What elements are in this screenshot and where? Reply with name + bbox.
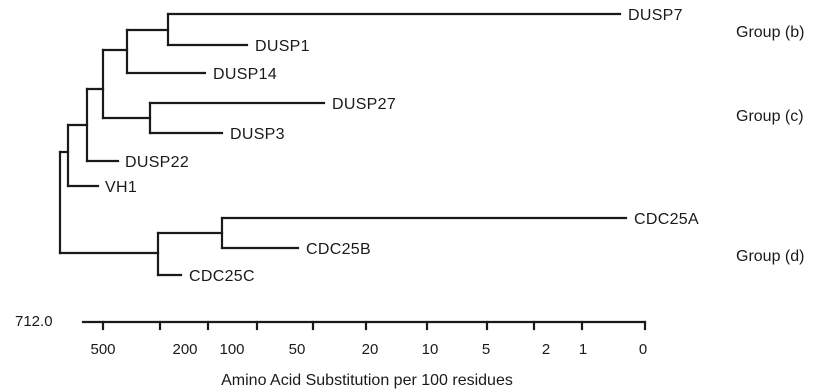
axis-tick-label: 0: [639, 341, 647, 358]
axis-tick-label: 5: [482, 341, 490, 358]
leaf-label-dusp22: DUSP22: [125, 154, 189, 171]
leaf-label-dusp3: DUSP3: [230, 126, 285, 143]
leaf-label-dusp27: DUSP27: [332, 96, 396, 113]
axis-tick-label: 200: [172, 341, 197, 358]
axis-start-value: 712.0: [15, 313, 53, 330]
axis-tick-label: 100: [219, 341, 244, 358]
leaf-label-cdc25c: CDC25C: [189, 268, 255, 285]
leaf-label-dusp1: DUSP1: [255, 38, 310, 55]
axis-tick-label: 500: [90, 341, 115, 358]
axis-title: Amino Acid Substitution per 100 residues: [221, 372, 513, 389]
axis-tick-label: 10: [422, 341, 439, 358]
axis-tick-label: 20: [362, 341, 379, 358]
leaf-label-cdc25a: CDC25A: [634, 211, 699, 228]
leaf-label-dusp7: DUSP7: [628, 7, 683, 24]
axis-tick-label: 50: [289, 341, 306, 358]
group-label-c: Group (c): [736, 108, 804, 125]
leaf-label-dusp14: DUSP14: [213, 66, 277, 83]
group-label-b: Group (b): [736, 24, 804, 41]
axis-tick-label: 2: [542, 341, 550, 358]
axis-ticks: [101, 320, 647, 331]
leaf-label-cdc25b: CDC25B: [306, 241, 371, 258]
leaf-label-vh1: VH1: [105, 179, 137, 196]
axis-tick-labels: 500 200 100 50 20 10 5 2 1 0: [90, 341, 647, 358]
group-label-d: Group (d): [736, 248, 804, 265]
axis-tick-label: 1: [579, 341, 587, 358]
